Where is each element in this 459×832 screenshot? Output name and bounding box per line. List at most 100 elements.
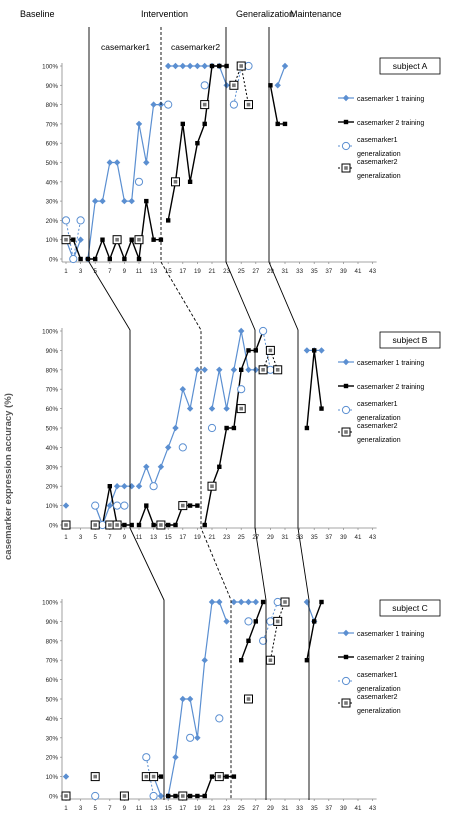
y-tick-label: 40% [46,445,59,452]
data-point-inner [217,774,222,779]
legend-label: casemarker1 [357,137,398,144]
data-point-inner [275,619,280,624]
data-point [151,522,156,528]
series-line [145,757,155,797]
data-point [202,522,207,528]
data-point [135,483,143,490]
data-point [142,753,151,762]
data-point [238,327,245,335]
data-point [343,383,349,389]
x-tick-label: 15 [165,805,172,812]
x-tick-label: 21 [209,534,216,541]
data-point [224,774,229,779]
x-tick-label: 7 [108,805,112,812]
data-point [341,676,351,686]
data-point [229,100,238,109]
legend-label: casemarker2 [357,694,398,701]
data-point [92,197,99,205]
legend-label: casemarker 2 training [357,384,424,391]
series-line [87,200,161,261]
series-line [138,369,205,488]
y-tick-label: 30% [46,199,59,206]
x-tick-label: 43 [369,805,376,812]
data-point [230,366,238,373]
x-tick-label: 17 [179,268,186,275]
data-point [303,347,311,354]
data-point [187,179,193,184]
data-point [172,62,179,70]
x-tick-label: 9 [123,534,127,541]
data-point [62,502,70,509]
phase-label-generalization: Generalization [236,9,294,19]
legend-label: generalization [357,437,401,444]
data-point-inner [64,523,68,527]
data-point-inner [344,430,348,434]
data-point [223,82,230,89]
data-point [245,366,252,373]
series-line [269,601,286,661]
x-tick-label: 35 [311,534,318,541]
data-point [173,793,178,799]
data-point [107,484,112,489]
data-point [194,734,201,741]
data-point [266,617,275,626]
data-point [343,119,349,125]
x-tick-label: 29 [267,805,274,812]
data-point [342,94,350,102]
data-point-inner [64,237,68,242]
series-3 [61,61,253,264]
y-tick-label: 80% [46,367,59,374]
data-point [144,503,149,508]
y-tick-label: 20% [46,484,59,491]
legend: casemarker 1 training casemarker 2 traini… [338,629,424,715]
y-tick-label: 70% [46,121,59,128]
x-tick-label: 1 [64,805,68,812]
data-point [98,520,107,530]
legend-label: generalization [357,708,401,715]
x-tick-label: 13 [150,805,157,812]
x-tick-label: 29 [267,534,274,541]
x-tick-label: 5 [93,534,97,541]
data-point [209,774,215,779]
data-point [151,237,156,242]
data-point [157,463,165,470]
data-point [304,425,310,431]
data-point [165,62,172,70]
data-point [180,121,185,127]
data-point [76,216,85,225]
y-tick-label: 90% [46,619,59,626]
x-tick-label: 15 [165,534,172,541]
x-tick-label: 39 [340,534,347,541]
legend-label: generalization [357,151,401,158]
x-tick-label: 11 [136,534,143,541]
series-4 [61,345,283,530]
data-point [85,256,91,262]
data-point [135,120,143,128]
y-tick-label: 0% [49,523,58,530]
data-point [246,348,251,353]
x-tick-label: 9 [123,268,127,275]
data-point [223,405,230,412]
series-1 [62,62,289,263]
data-point [268,83,273,88]
x-tick-label: 17 [179,534,186,541]
x-tick-label: 25 [238,268,245,275]
data-point [179,386,186,393]
series-2 [63,328,324,528]
legend-label: casemarker2 [357,159,398,166]
series-4 [61,597,290,801]
series-line [138,503,198,526]
x-tick-label: 39 [340,805,347,812]
data-point [341,141,351,151]
data-point [165,444,172,451]
data-point-inner [246,697,251,701]
data-point-inner [93,774,97,779]
data-point [319,599,324,605]
y-tick-label: 100% [42,64,58,71]
data-point [209,63,215,69]
x-tick-label: 29 [267,268,274,275]
data-point [186,695,194,703]
data-point [231,425,237,431]
data-point [91,791,100,801]
data-point [260,599,266,605]
